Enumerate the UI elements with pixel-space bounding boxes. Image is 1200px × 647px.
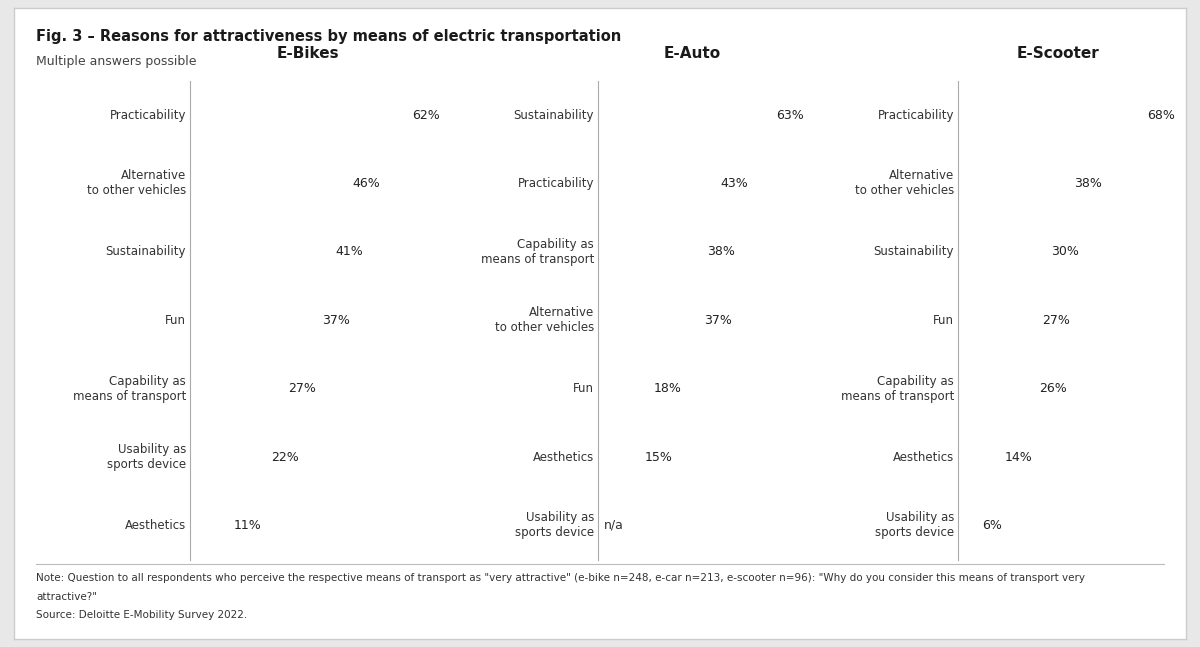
Text: Source: Deloitte E-Mobility Survey 2022.: Source: Deloitte E-Mobility Survey 2022. <box>36 610 247 620</box>
Text: 11%: 11% <box>234 519 262 532</box>
Text: Sustainability: Sustainability <box>106 245 186 258</box>
Text: Fun: Fun <box>574 382 594 395</box>
Text: 26%: 26% <box>1039 382 1067 395</box>
Text: 22%: 22% <box>271 450 299 463</box>
Text: 27%: 27% <box>1042 314 1070 327</box>
Text: 43%: 43% <box>720 177 749 190</box>
Text: Aesthetics: Aesthetics <box>533 450 594 463</box>
Text: Fun: Fun <box>934 314 954 327</box>
Text: 27%: 27% <box>288 382 316 395</box>
Text: 30%: 30% <box>1051 245 1079 258</box>
Text: Usability as
sports device: Usability as sports device <box>107 443 186 471</box>
Text: Sustainability: Sustainability <box>874 245 954 258</box>
Text: Aesthetics: Aesthetics <box>125 519 186 532</box>
Text: Capability as
means of transport: Capability as means of transport <box>73 375 186 402</box>
Text: Aesthetics: Aesthetics <box>893 450 954 463</box>
Text: Alternative
to other vehicles: Alternative to other vehicles <box>854 170 954 197</box>
Text: 14%: 14% <box>1004 450 1033 463</box>
Text: Capability as
means of transport: Capability as means of transport <box>481 238 594 266</box>
Text: Usability as
sports device: Usability as sports device <box>515 512 594 540</box>
Text: E-Auto: E-Auto <box>664 47 720 61</box>
Text: 18%: 18% <box>653 382 682 395</box>
Text: 68%: 68% <box>1147 109 1175 122</box>
Text: 63%: 63% <box>776 109 804 122</box>
Text: Practicability: Practicability <box>109 109 186 122</box>
Text: E-Bikes: E-Bikes <box>276 47 340 61</box>
Text: Multiple answers possible: Multiple answers possible <box>36 55 197 68</box>
Text: Practicability: Practicability <box>877 109 954 122</box>
Text: Fig. 3 – Reasons for attractiveness by means of electric transportation: Fig. 3 – Reasons for attractiveness by m… <box>36 29 622 44</box>
Text: E-Scooter: E-Scooter <box>1016 47 1099 61</box>
Text: 38%: 38% <box>707 245 734 258</box>
Text: Fun: Fun <box>166 314 186 327</box>
Text: Alternative
to other vehicles: Alternative to other vehicles <box>86 170 186 197</box>
Text: 41%: 41% <box>335 245 364 258</box>
Text: 37%: 37% <box>322 314 349 327</box>
Text: Sustainability: Sustainability <box>514 109 594 122</box>
Text: Practicability: Practicability <box>517 177 594 190</box>
Text: Capability as
means of transport: Capability as means of transport <box>841 375 954 402</box>
Text: attractive?": attractive?" <box>36 592 97 602</box>
Text: 46%: 46% <box>352 177 380 190</box>
Text: Note: Question to all respondents who perceive the respective means of transport: Note: Question to all respondents who pe… <box>36 573 1085 582</box>
Text: 38%: 38% <box>1074 177 1102 190</box>
Text: Usability as
sports device: Usability as sports device <box>875 512 954 540</box>
Text: Alternative
to other vehicles: Alternative to other vehicles <box>494 306 594 334</box>
Text: 37%: 37% <box>704 314 732 327</box>
Text: 6%: 6% <box>982 519 1002 532</box>
Text: n/a: n/a <box>604 519 624 532</box>
Text: 15%: 15% <box>646 450 673 463</box>
Text: 62%: 62% <box>412 109 439 122</box>
